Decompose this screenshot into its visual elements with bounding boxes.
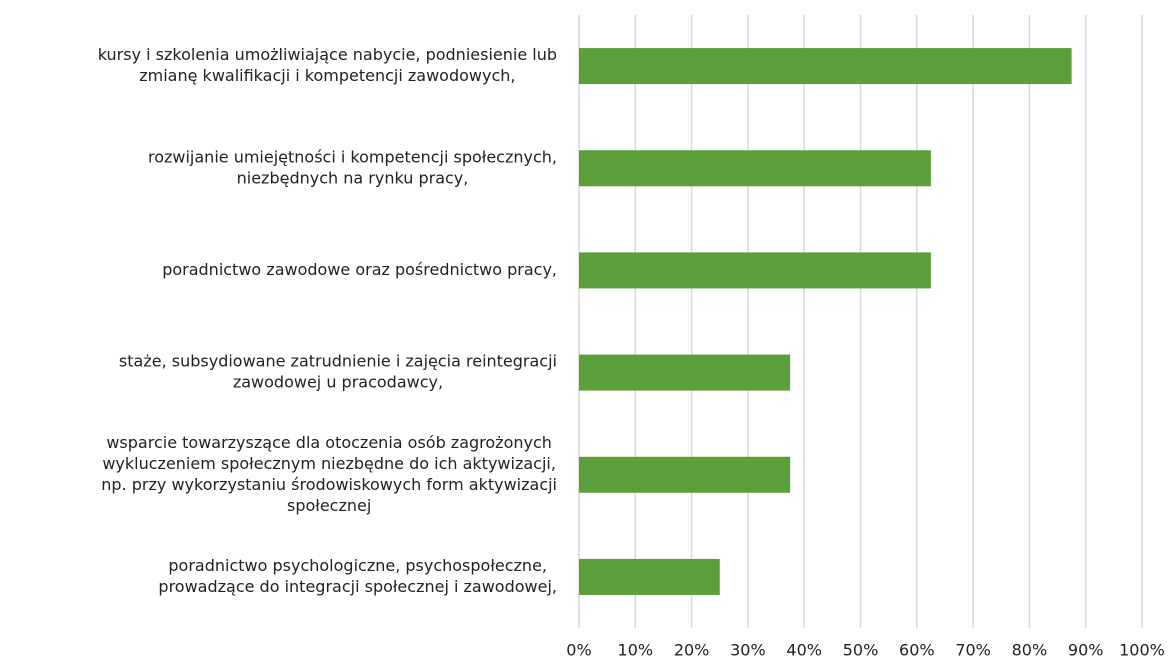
- bar: [579, 48, 1072, 85]
- bar: [579, 456, 791, 493]
- y-tick-label: prowadzące do integracji społecznej i za…: [158, 577, 557, 596]
- bar: [579, 354, 791, 391]
- x-tick-label: 60%: [899, 641, 935, 660]
- x-tick-label: 70%: [955, 641, 991, 660]
- y-tick-label: np. przy wykorzystaniu środowiskowych fo…: [101, 475, 557, 494]
- y-tick-label: wsparcie towarzyszące dla otoczenia osób…: [106, 433, 552, 452]
- x-tick-label: 40%: [786, 641, 822, 660]
- bar: [579, 252, 931, 289]
- y-tick-label: wykluczeniem społecznym niezbędne do ich…: [102, 454, 556, 473]
- y-tick-label: kursy i szkolenia umożliwiające nabycie,…: [98, 45, 557, 64]
- x-tick-label: 0%: [566, 641, 591, 660]
- y-tick-label: poradnictwo psychologiczne, psychospołec…: [168, 556, 547, 575]
- x-tick-label: 10%: [618, 641, 654, 660]
- x-tick-label: 80%: [1012, 641, 1048, 660]
- y-tick-label: niezbędnych na rynku pracy,: [237, 168, 469, 187]
- y-tick-label: społecznej: [287, 496, 371, 515]
- y-tick-label: rozwijanie umiejętności i kompetencji sp…: [148, 147, 557, 166]
- x-tick-label: 30%: [730, 641, 766, 660]
- x-tick-label: 90%: [1068, 641, 1104, 660]
- y-tick-label: zmianę kwalifikacji i kompetencji zawodo…: [139, 66, 515, 85]
- y-tick-label: zawodowej u pracodawcy,: [233, 373, 443, 392]
- bar: [579, 558, 720, 595]
- x-tick-label: 50%: [843, 641, 879, 660]
- bar: [579, 150, 931, 187]
- x-tick-label: 20%: [674, 641, 710, 660]
- x-tick-label: 100%: [1119, 641, 1165, 660]
- y-tick-label: staże, subsydiowane zatrudnienie i zajęc…: [119, 352, 557, 371]
- y-tick-label: poradnictwo zawodowe oraz pośrednictwo p…: [162, 260, 557, 279]
